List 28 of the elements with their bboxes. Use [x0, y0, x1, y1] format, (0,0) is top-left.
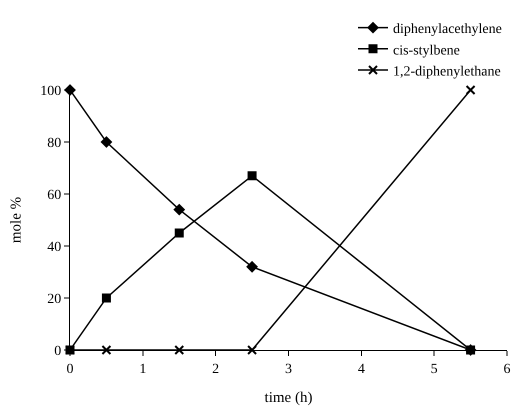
point [248, 171, 257, 180]
point [247, 345, 258, 355]
point [174, 345, 184, 355]
x-axis-title: time (h) [264, 390, 312, 406]
y-tick-label: 80 [47, 136, 62, 151]
y-tick-label: 20 [47, 292, 62, 307]
point [101, 345, 112, 355]
y-tick-label: 40 [47, 240, 62, 255]
y-tick-label: 100 [40, 84, 62, 99]
x-tick-label: 3 [285, 362, 292, 377]
x-tick-label: 6 [504, 362, 510, 377]
x-tick-label: 0 [66, 362, 74, 377]
x-tick-label: 5 [430, 362, 438, 377]
legend-label: cis-stylbene [393, 43, 460, 58]
legend-label: 1,2-diphenylethane [393, 64, 501, 80]
point [246, 261, 258, 272]
point [174, 228, 184, 238]
point [174, 204, 185, 216]
y-axis-title: mole % [8, 196, 24, 244]
point [102, 294, 111, 302]
y-tick-label: 60 [47, 188, 62, 203]
legend-label: diphenylacethylene [393, 22, 502, 38]
x-tick-label: 4 [358, 362, 365, 377]
point [466, 85, 476, 95]
x-tick-label: 1 [139, 362, 146, 377]
y-tick-label: 0 [54, 344, 62, 359]
point [100, 136, 112, 148]
x-tick-label: 2 [212, 362, 220, 377]
